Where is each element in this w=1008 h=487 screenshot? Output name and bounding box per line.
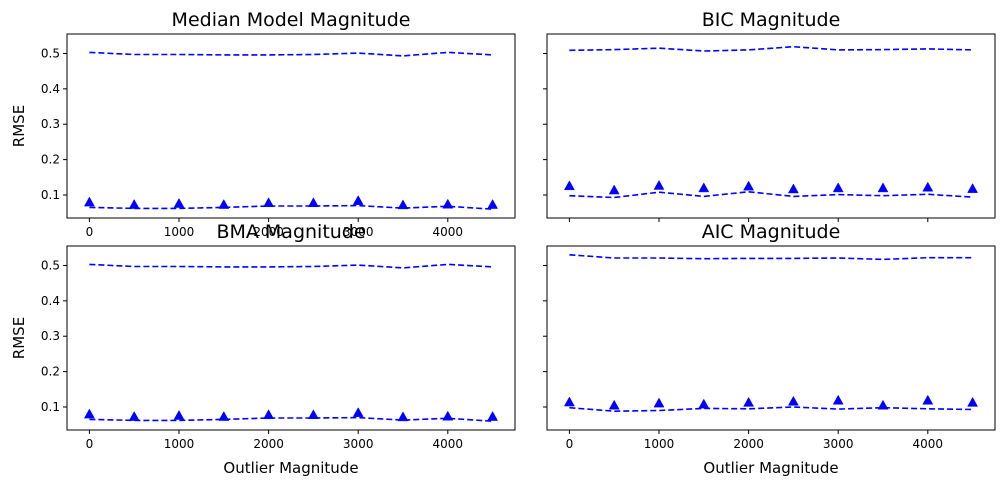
triangle-marker: [128, 411, 140, 421]
x-tick-label: 1000: [164, 225, 195, 239]
x-tick-label: 3000: [823, 437, 854, 451]
series-line-upper: [89, 51, 493, 57]
triangle-marker: [743, 180, 755, 191]
x-tick-label: 1000: [644, 437, 675, 451]
x-axis-label: Outlier Magnitude: [703, 459, 838, 477]
chart-title: BIC Magnitude: [702, 9, 841, 31]
triangle-marker: [263, 409, 275, 420]
triangle-marker: [832, 394, 844, 405]
y-tick-label: 0.3: [41, 329, 60, 343]
triangle-marker: [218, 411, 230, 421]
x-tick-label: 4000: [913, 437, 944, 451]
triangle-marker: [608, 184, 620, 195]
x-tick-label: 4000: [433, 437, 464, 451]
x-tick-label: 2000: [733, 437, 764, 451]
chart-title: Median Model Magnitude: [172, 9, 411, 31]
y-tick-label: 0.5: [41, 46, 60, 60]
series-line-lower: [89, 204, 493, 210]
y-tick-label: 0.4: [41, 294, 60, 308]
series-line-upper: [569, 45, 973, 52]
triangle-marker: [967, 396, 979, 407]
y-tick-label: 0.4: [41, 82, 60, 96]
triangle-marker: [397, 199, 409, 210]
x-axis-label: Outlier Magnitude: [223, 459, 358, 477]
triangle-marker: [442, 410, 454, 421]
y-tick-label: 0.2: [41, 153, 60, 167]
triangle-marker: [83, 196, 95, 207]
triangle-marker: [397, 411, 409, 422]
triangle-marker: [743, 396, 755, 407]
series-line-lower: [569, 406, 973, 413]
y-tick-label: 0.5: [41, 258, 60, 272]
triangle-marker: [967, 183, 979, 193]
triangle-marker: [263, 197, 275, 208]
triangle-marker: [352, 407, 364, 417]
y-tick-label: 0.1: [41, 400, 60, 414]
x-tick-label: 1000: [164, 437, 195, 451]
x-tick-label: 0: [566, 437, 574, 451]
triangle-marker: [877, 399, 889, 410]
y-tick-label: 0.2: [41, 365, 60, 379]
x-tick-label: 3000: [343, 225, 374, 239]
triangle-marker: [307, 197, 319, 208]
triangle-marker: [698, 182, 710, 193]
series-line-lower: [569, 190, 973, 199]
x-tick-label: 0: [86, 225, 94, 239]
x-tick-label: 2000: [253, 225, 284, 239]
triangle-marker: [877, 182, 889, 193]
triangle-marker: [653, 179, 665, 190]
triangle-marker: [442, 198, 454, 209]
x-tick-label: 4000: [433, 225, 464, 239]
triangle-marker: [487, 199, 499, 209]
triangle-marker: [173, 197, 185, 208]
triangle-marker: [787, 183, 799, 194]
y-axis-label: RMSE: [10, 105, 28, 147]
triangle-marker: [487, 411, 499, 421]
series-line-lower: [89, 416, 493, 422]
triangle-marker: [563, 396, 575, 407]
triangle-marker: [173, 409, 185, 420]
series-line-upper: [569, 254, 973, 261]
triangle-marker: [787, 395, 799, 406]
x-tick-label: 2000: [253, 437, 284, 451]
x-tick-label: 3000: [343, 437, 374, 451]
triangle-marker: [608, 399, 620, 410]
triangle-marker: [83, 408, 95, 419]
plot-frame: [66, 33, 516, 219]
triangle-marker: [832, 182, 844, 193]
triangle-marker: [218, 199, 230, 209]
triangle-marker: [653, 397, 665, 408]
chart-title: AIC Magnitude: [702, 221, 841, 243]
plot-frame: [546, 245, 996, 431]
y-tick-label: 0.3: [41, 117, 60, 131]
y-tick-label: 0.1: [41, 188, 60, 202]
x-tick-label: 0: [86, 437, 94, 451]
chart-title: BMA Magnitude: [216, 221, 365, 243]
triangle-marker: [352, 195, 364, 205]
plot-frame: [546, 33, 996, 219]
triangle-marker: [307, 409, 319, 420]
triangle-marker: [922, 181, 934, 192]
triangle-marker: [128, 199, 140, 209]
triangle-marker: [563, 180, 575, 191]
series-line-upper: [89, 263, 493, 269]
y-axis-label: RMSE: [10, 317, 28, 359]
triangle-marker: [698, 398, 710, 409]
plot-frame: [66, 245, 516, 431]
triangle-marker: [922, 394, 934, 405]
